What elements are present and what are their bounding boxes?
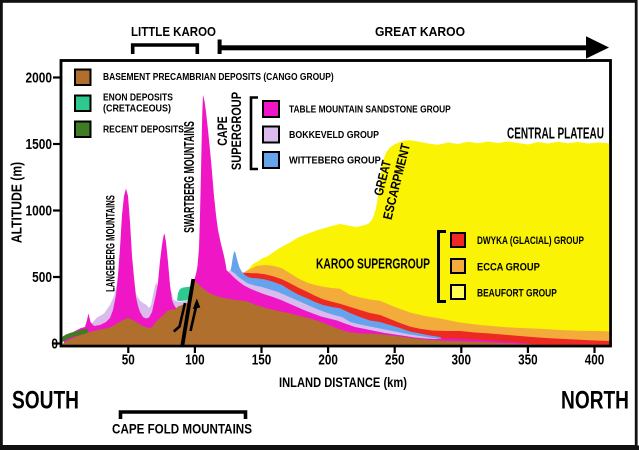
svg-text:2000: 2000 [26, 70, 52, 86]
svg-text:RECENT DEPOSITS: RECENT DEPOSITS [103, 124, 184, 136]
svg-text:LITTLE KAROO: LITTLE KAROO [131, 24, 216, 39]
svg-text:NORTH: NORTH [561, 386, 629, 414]
svg-text:GREAT KAROO: GREAT KAROO [375, 25, 465, 39]
svg-text:ALTITUDE (m): ALTITUDE (m) [8, 162, 24, 243]
svg-text:200: 200 [318, 351, 338, 368]
svg-text:SOUTH: SOUTH [12, 386, 79, 414]
svg-text:50: 50 [122, 351, 135, 368]
svg-text:DWYKA (GLACIAL) GROUP: DWYKA (GLACIAL) GROUP [477, 235, 584, 247]
svg-text:ENON DEPOSITS: ENON DEPOSITS [103, 92, 173, 104]
svg-text:BOKKEVELD GROUP: BOKKEVELD GROUP [289, 129, 380, 141]
svg-text:1000: 1000 [26, 203, 52, 219]
svg-text:CAPE: CAPE [215, 116, 231, 145]
svg-text:350: 350 [518, 351, 538, 368]
svg-text:SUPERGROUP: SUPERGROUP [229, 92, 245, 170]
svg-text:ECCA GROUP: ECCA GROUP [477, 262, 540, 274]
svg-text:400: 400 [585, 351, 605, 368]
svg-text:250: 250 [385, 351, 405, 368]
svg-text:300: 300 [452, 351, 472, 368]
svg-text:BEAUFORT GROUP: BEAUFORT GROUP [477, 288, 557, 300]
svg-text:CAPE FOLD MOUNTAINS: CAPE FOLD MOUNTAINS [112, 420, 252, 436]
svg-text:LANGEBERG MOUNTAINS: LANGEBERG MOUNTAINS [105, 195, 118, 292]
svg-text:150: 150 [252, 351, 272, 368]
svg-text:(CRETACEOUS): (CRETACEOUS) [103, 103, 171, 115]
svg-text:BASEMENT PRECAMBRIAN DEPOSITS: BASEMENT PRECAMBRIAN DEPOSITS (CANGO GRO… [103, 71, 334, 83]
svg-text:INLAND DISTANCE (km): INLAND DISTANCE (km) [279, 375, 407, 390]
svg-text:500: 500 [32, 269, 52, 285]
svg-text:0: 0 [51, 336, 58, 352]
svg-text:SWARTBERG MOUNTAINS: SWARTBERG MOUNTAINS [181, 121, 198, 233]
svg-text:KAROO SUPERGROUP: KAROO SUPERGROUP [316, 254, 430, 272]
svg-text:TABLE MOUNTAIN SANDSTONE GROUP: TABLE MOUNTAIN SANDSTONE GROUP [289, 104, 451, 116]
svg-text:100: 100 [185, 351, 205, 368]
svg-text:1500: 1500 [26, 136, 52, 152]
svg-text:WITTEBERG GROUP: WITTEBERG GROUP [289, 155, 381, 167]
svg-text:CENTRAL PLATEAU: CENTRAL PLATEAU [507, 124, 604, 142]
